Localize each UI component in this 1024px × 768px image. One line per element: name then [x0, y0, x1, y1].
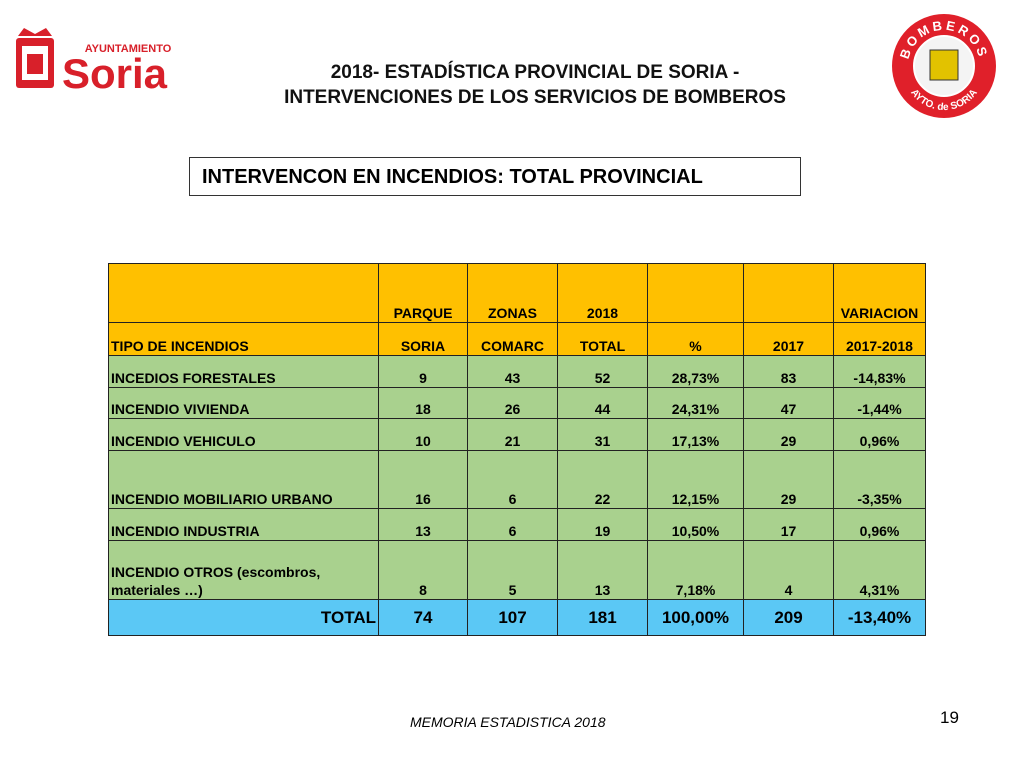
- page-number: 19: [940, 708, 959, 727]
- logo-small: AYUNTAMIENTO: [85, 43, 172, 55]
- cell: 0,96%: [833, 418, 926, 451]
- cell: 10,50%: [647, 508, 744, 541]
- cell: 8: [378, 540, 468, 600]
- cell: INCENDIO OTROS (escombros, materiales …): [108, 540, 379, 600]
- cell: TOTAL: [557, 322, 648, 356]
- cell: 28,73%: [647, 355, 744, 388]
- cell: 24,31%: [647, 387, 744, 419]
- crown: [18, 28, 52, 36]
- table: PARQUE ZONAS 2018 VARIACION TIPO DE INCENDIO…: [108, 263, 926, 636]
- footer: MEMORIA ESTADISTICA 2018: [410, 714, 606, 730]
- table-row: INCENDIO OTROS (escombros, materiales …)…: [108, 540, 926, 600]
- cell: -3,35%: [833, 450, 926, 509]
- cell: 107: [467, 599, 558, 636]
- cell: -1,44%: [833, 387, 926, 419]
- cell: 44: [557, 387, 648, 419]
- cell: 10: [378, 418, 468, 451]
- cell: 26: [467, 387, 558, 419]
- cell: INCEDIOS FORESTALES: [108, 355, 379, 388]
- cell: 4: [743, 540, 834, 600]
- cell: 209: [743, 599, 834, 636]
- cell: PARQUE: [378, 263, 468, 323]
- table-row: INCENDIO VIVIENDA 18 26 44 24,31% 47 -1,44%: [108, 387, 926, 419]
- table-row: PARQUE ZONAS 2018 VARIACION: [108, 263, 926, 323]
- table-row: TIPO DE INCENDIOS SORIA COMARC TOTAL% 2017 20…: [108, 322, 926, 356]
- cell: 19: [557, 508, 648, 541]
- cell: 9: [378, 355, 468, 388]
- cell: 22: [557, 450, 648, 509]
- cell: 52: [557, 355, 648, 388]
- cell: 7,18%: [647, 540, 744, 600]
- section-title: INTERVENCON EN INCENDIOS: TOTAL PROVINCI…: [189, 157, 801, 196]
- cell: 17,13%: [647, 418, 744, 451]
- cell: [743, 263, 834, 323]
- table-row: INCENDIO INDUSTRIA 13 6 19 10,50% 17 0,96%: [108, 508, 926, 541]
- cell: 4,31%: [833, 540, 926, 600]
- cell: 2017: [743, 322, 834, 356]
- cell: 13: [557, 540, 648, 600]
- cell: %: [647, 322, 744, 356]
- cell: TIPO DE INCENDIOS: [108, 322, 379, 356]
- cell: -14,83%: [833, 355, 926, 388]
- cell: SORIA: [378, 322, 468, 356]
- cell: 29: [743, 450, 834, 509]
- cell: 13: [378, 508, 468, 541]
- table-row: INCENDIO VEHICULO 10 21 31 17,13% 29 0,96%: [108, 418, 926, 451]
- title-line: INTERVENCIONES DE LOS SERVICIOS DE BOMBE…: [284, 87, 786, 108]
- cell: 18: [378, 387, 468, 419]
- cell: INCENDIO MOBILIARIO URBANO: [108, 450, 379, 509]
- cell: 181: [557, 599, 648, 636]
- cell: COMARC: [467, 322, 558, 356]
- cell: 47: [743, 387, 834, 419]
- cell: VARIACION: [833, 263, 926, 323]
- cell: [647, 263, 744, 323]
- table-row: TOTAL 74 107 181 100,00% 209 -13,40%: [108, 599, 926, 636]
- castle: [929, 49, 959, 81]
- cell: -13,40%: [833, 599, 926, 636]
- table-row: INCEDIOS FORESTALES 9 43 52 28,73% 83 -14,83%: [108, 355, 926, 388]
- table-row: INCENDIO MOBILIARIO URBANO 16 6 22 12,15% 29-…: [108, 450, 926, 509]
- cell: 21: [467, 418, 558, 451]
- cell: 17: [743, 508, 834, 541]
- cell: 100,00%: [647, 599, 744, 636]
- cell: 2017-2018: [833, 322, 926, 356]
- cell: 12,15%: [647, 450, 744, 509]
- cell: 29: [743, 418, 834, 451]
- cell: ZONAS: [467, 263, 558, 323]
- cell: 16: [378, 450, 468, 509]
- cell: INCENDIO INDUSTRIA: [108, 508, 379, 541]
- cell: 83: [743, 355, 834, 388]
- bomberos-logo: BOMBEROS AYTO. de SORIA: [892, 14, 996, 118]
- cell: [108, 263, 379, 323]
- cell: 31: [557, 418, 648, 451]
- title-line: 2018- ESTADÍSTICA PROVINCIAL DE SORIA -: [330, 62, 740, 83]
- cell: 0,96%: [833, 508, 926, 541]
- cell: 6: [467, 450, 558, 509]
- cell: 2018: [557, 263, 648, 323]
- cell: INCENDIO VEHICULO: [108, 418, 379, 451]
- cell: 5: [467, 540, 558, 600]
- logo-big: Soria: [62, 50, 168, 94]
- castle: [27, 54, 43, 74]
- cell: TOTAL: [108, 599, 379, 636]
- cell: 6: [467, 508, 558, 541]
- title: 2018- ESTADÍSTICA PROVINCIAL DE SORIA - …: [200, 60, 870, 110]
- cell: 43: [467, 355, 558, 388]
- cell: 74: [378, 599, 468, 636]
- cell: INCENDIO VIVIENDA: [108, 387, 379, 419]
- soria-logo: AYUNTAMIENTO Soria: [16, 28, 172, 94]
